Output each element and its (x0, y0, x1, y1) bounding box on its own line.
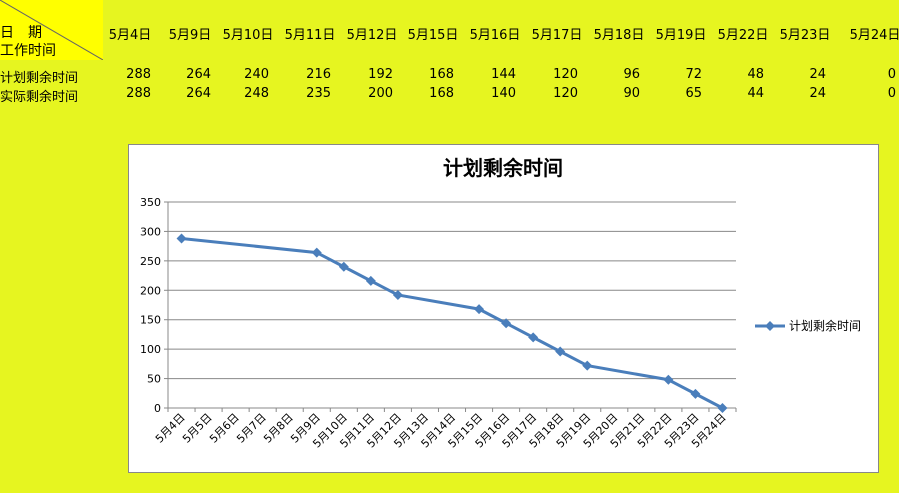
cell-value: 65 (685, 86, 702, 101)
cell-value: 24 (809, 86, 826, 101)
cell-value: 248 (244, 86, 269, 101)
cell-value: 44 (747, 86, 764, 101)
cell-value: 168 (429, 86, 454, 101)
y-tick-label: 0 (154, 402, 161, 415)
marker (392, 289, 403, 300)
cell-value: 120 (553, 67, 578, 82)
column-header: 5月11日 (284, 28, 336, 43)
cell-value: 144 (491, 67, 516, 82)
column-header: 5月12日 (346, 28, 398, 43)
y-tick-label: 200 (140, 284, 161, 297)
chart: 计划剩余时间0501001502002503003505月4日5月5日5月6日5… (140, 156, 861, 451)
cell-value: 235 (306, 86, 331, 101)
cell-value: 72 (685, 67, 702, 82)
x-tick-label: 5月7日 (234, 411, 269, 446)
marker (717, 403, 728, 413)
x-tick-label: 5月6日 (207, 411, 242, 446)
marker (555, 346, 566, 357)
cell-value: 96 (623, 67, 640, 82)
cell-value: 168 (429, 67, 454, 82)
legend-label: 计划剩余时间 (789, 318, 861, 333)
corner-bottom: 工作时间 (0, 43, 56, 59)
y-tick-label: 300 (140, 225, 161, 238)
corner-top: 日 期 (0, 25, 42, 41)
marker (690, 388, 701, 399)
cell-value: 216 (306, 67, 331, 82)
column-header: 5月23日 (779, 28, 831, 43)
column-header: 5月15日 (407, 28, 459, 43)
marker (365, 275, 376, 286)
column-header: 5月9日 (168, 28, 212, 43)
legend-marker (765, 321, 775, 331)
corner-diagonal (0, 0, 103, 60)
marker (338, 261, 349, 272)
x-tick-label: 5月8日 (261, 411, 296, 446)
corner-cell: 日 期 工作时间 (0, 0, 103, 60)
row-label: 实际剩余时间 (0, 90, 79, 105)
chart-box: 计划剩余时间 0 50 100 150 200 250 300 350 5月4日 5月5日 5月6日 5… (128, 144, 879, 473)
cell-value: 264 (186, 67, 211, 82)
column-header: 5月22日 (717, 28, 769, 43)
x-tick-label: 5月4日 (153, 411, 188, 446)
marker (528, 332, 539, 343)
cell-value: 24 (809, 67, 826, 82)
cell-value: 192 (368, 67, 393, 82)
cell-value: 288 (126, 86, 151, 101)
marker (474, 304, 485, 315)
column-header: 5月19日 (655, 28, 707, 43)
column-header: 5月4日 (108, 28, 152, 43)
y-tick-label: 100 (140, 343, 161, 356)
cell-value: 120 (553, 86, 578, 101)
cell-value: 0 (887, 67, 896, 82)
column-header: 5月16日 (469, 28, 521, 43)
x-tick-label: 5月5日 (180, 411, 215, 446)
cell-value: 200 (368, 86, 393, 101)
y-tick-label: 150 (140, 314, 161, 327)
marker (663, 374, 674, 385)
y-tick-label: 250 (140, 255, 161, 268)
cell-value: 264 (186, 86, 211, 101)
chart-title: 计划剩余时间 (443, 156, 563, 180)
cell-value: 48 (747, 67, 764, 82)
cell-value: 140 (491, 86, 516, 101)
cell-value: 240 (244, 67, 269, 82)
cell-value: 90 (623, 86, 640, 101)
marker (582, 360, 593, 371)
y-tick-label: 350 (140, 196, 161, 209)
column-header: 5月24日 (849, 28, 899, 43)
marker (176, 233, 187, 244)
marker (311, 247, 322, 258)
cell-value: 0 (887, 86, 896, 101)
cell-value: 288 (126, 67, 151, 82)
line (181, 236, 724, 410)
column-header: 5月17日 (531, 28, 583, 43)
y-tick-label: 50 (147, 373, 161, 386)
marker (501, 318, 512, 329)
column-header: 5月10日 (222, 28, 274, 43)
row-label: 计划剩余时间 (0, 71, 79, 86)
column-header: 5月18日 (593, 28, 645, 43)
